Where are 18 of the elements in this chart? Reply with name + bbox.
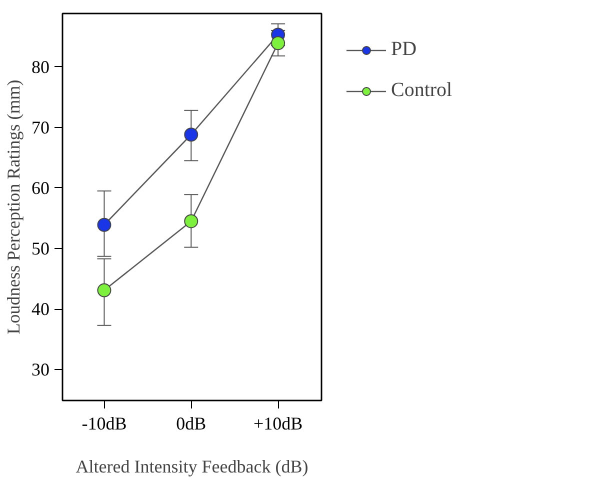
point	[184, 128, 198, 142]
x-axis-title: Altered Intensity Feedback (dB)	[76, 456, 308, 476]
legend-label: Control	[391, 79, 452, 102]
point	[97, 283, 112, 298]
legend-label: PD	[391, 38, 417, 61]
x-tick-label: +10dB	[253, 414, 303, 434]
point	[97, 218, 112, 232]
y-tick-label: 50	[32, 238, 50, 258]
y-tick-label: 40	[32, 299, 50, 320]
x-tick-label: 0dB	[176, 414, 206, 434]
point	[184, 214, 198, 228]
y-tick-label: 70	[32, 117, 50, 138]
y-tick-label: 30	[32, 360, 50, 380]
x-tick-label: -10dB	[82, 414, 127, 434]
y-axis-title: Loudness Perception Ratings (mm)	[4, 80, 24, 334]
point	[271, 36, 286, 50]
y-tick-label: 60	[32, 178, 50, 198]
y-tick-label: 80	[32, 56, 50, 77]
